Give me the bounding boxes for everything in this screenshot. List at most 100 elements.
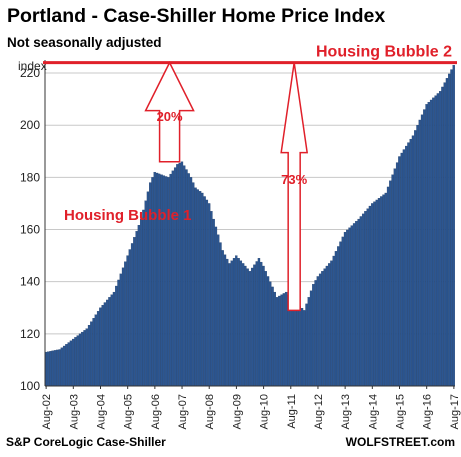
bar bbox=[341, 236, 344, 387]
bar bbox=[278, 295, 281, 387]
bar bbox=[380, 196, 383, 387]
bar bbox=[273, 291, 276, 387]
bar bbox=[214, 226, 218, 387]
bar bbox=[337, 246, 340, 387]
arrow-73pct bbox=[280, 62, 309, 312]
bar bbox=[101, 304, 104, 387]
bar bbox=[110, 294, 113, 387]
bar bbox=[106, 299, 109, 387]
bar bbox=[323, 268, 326, 387]
bar bbox=[427, 102, 431, 387]
bar bbox=[144, 200, 147, 387]
bar bbox=[257, 258, 261, 387]
bar bbox=[176, 164, 179, 387]
bar bbox=[126, 255, 129, 387]
bar bbox=[355, 221, 358, 387]
chart-title: Portland - Case-Shiller Home Price Index bbox=[7, 5, 386, 27]
bar bbox=[343, 231, 347, 387]
bar bbox=[309, 290, 313, 387]
bar bbox=[155, 172, 159, 387]
bar bbox=[434, 95, 437, 387]
x-tick-label: Aug-12 bbox=[313, 394, 325, 429]
bar bbox=[210, 211, 213, 387]
bar bbox=[386, 186, 390, 387]
bar bbox=[53, 350, 57, 387]
bar bbox=[76, 335, 79, 387]
arrow-20pct bbox=[144, 60, 195, 163]
bar bbox=[366, 208, 369, 387]
bar bbox=[250, 267, 254, 387]
bar bbox=[400, 152, 403, 387]
bar bbox=[135, 231, 138, 387]
bar bbox=[216, 234, 220, 387]
bar bbox=[364, 211, 367, 387]
bar bbox=[395, 162, 399, 387]
bar bbox=[81, 331, 84, 387]
bar bbox=[429, 99, 433, 387]
bar bbox=[47, 351, 50, 387]
bar bbox=[119, 273, 122, 387]
bar bbox=[327, 263, 331, 387]
bar bbox=[330, 260, 333, 387]
bar bbox=[117, 279, 120, 387]
bar bbox=[201, 192, 204, 387]
bar bbox=[248, 271, 252, 387]
bar bbox=[67, 342, 70, 387]
annotation-housing-bubble-1: Housing Bubble 1 bbox=[64, 207, 192, 224]
bar bbox=[74, 337, 77, 387]
y-tick-label: 200 bbox=[20, 118, 40, 132]
bar bbox=[232, 258, 236, 387]
bar bbox=[219, 242, 222, 387]
brand-label: WOLFSTREET.com bbox=[345, 435, 455, 449]
bar bbox=[334, 251, 338, 387]
bar bbox=[368, 205, 372, 387]
bar bbox=[371, 203, 374, 387]
bar bbox=[266, 276, 270, 387]
bar bbox=[128, 249, 132, 387]
bar bbox=[284, 291, 288, 387]
bar bbox=[425, 104, 428, 387]
bar bbox=[78, 333, 82, 387]
bar bbox=[92, 318, 95, 387]
bar bbox=[198, 191, 202, 387]
bar bbox=[393, 168, 397, 387]
bar bbox=[312, 284, 315, 387]
x-tick-label: Aug-10 bbox=[259, 394, 271, 429]
bar bbox=[192, 182, 195, 387]
bar bbox=[178, 162, 181, 387]
bar bbox=[411, 135, 415, 387]
bar bbox=[423, 109, 426, 387]
x-tick-label: Aug-15 bbox=[395, 394, 407, 429]
x-tick-label: Aug-09 bbox=[231, 394, 243, 429]
bar bbox=[294, 301, 297, 387]
bar bbox=[361, 213, 365, 387]
bar bbox=[223, 254, 227, 387]
bar bbox=[65, 344, 68, 387]
bar bbox=[307, 297, 310, 387]
x-tick-label: Aug-05 bbox=[123, 394, 135, 429]
bar bbox=[205, 199, 209, 387]
bar bbox=[83, 330, 86, 387]
x-tick-label: Aug-13 bbox=[340, 394, 352, 429]
bar bbox=[339, 241, 342, 387]
bar bbox=[96, 311, 100, 387]
bar bbox=[72, 338, 75, 387]
bar bbox=[69, 340, 73, 387]
bar bbox=[103, 302, 107, 387]
chart-subtitle: Not seasonally adjusted bbox=[7, 35, 162, 50]
x-tick-label: Aug-02 bbox=[41, 394, 53, 429]
x-tick-label: Aug-06 bbox=[150, 394, 162, 429]
bar bbox=[448, 73, 451, 387]
y-tick-label: 140 bbox=[20, 275, 40, 289]
bar bbox=[291, 299, 295, 387]
bar bbox=[316, 276, 320, 387]
bar bbox=[121, 267, 125, 387]
bar bbox=[253, 264, 256, 387]
bar bbox=[391, 174, 394, 387]
bar bbox=[260, 261, 263, 387]
bar bbox=[450, 69, 453, 387]
bar bbox=[183, 165, 186, 387]
bar bbox=[325, 265, 329, 387]
bar bbox=[280, 294, 283, 387]
